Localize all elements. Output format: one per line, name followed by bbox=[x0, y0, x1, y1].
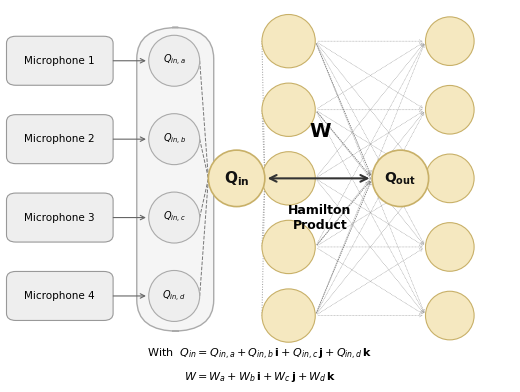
Ellipse shape bbox=[262, 152, 315, 205]
Ellipse shape bbox=[372, 150, 428, 207]
Text: W: W bbox=[309, 122, 331, 141]
Ellipse shape bbox=[209, 150, 265, 207]
Ellipse shape bbox=[262, 83, 315, 136]
Text: $Q_{in,d}$: $Q_{in,d}$ bbox=[162, 289, 186, 303]
Text: $\mathbf{Q_{out}}$: $\mathbf{Q_{out}}$ bbox=[384, 170, 417, 187]
Ellipse shape bbox=[149, 270, 200, 321]
Ellipse shape bbox=[262, 289, 315, 342]
FancyBboxPatch shape bbox=[6, 272, 113, 321]
Text: With  $Q_{in} = Q_{in,a} + Q_{in,b}\,\mathbf{i} + Q_{in,c}\,\mathbf{j} + Q_{in,d: With $Q_{in} = Q_{in,a} + Q_{in,b}\,\mat… bbox=[147, 347, 373, 362]
Ellipse shape bbox=[425, 17, 474, 65]
Text: Microphone 2: Microphone 2 bbox=[24, 134, 95, 144]
Text: $Q_{in,c}$: $Q_{in,c}$ bbox=[163, 210, 186, 225]
Text: $Q_{in,a}$: $Q_{in,a}$ bbox=[163, 53, 186, 68]
FancyBboxPatch shape bbox=[6, 193, 113, 242]
Text: $Q_{in,b}$: $Q_{in,b}$ bbox=[163, 132, 186, 147]
Ellipse shape bbox=[149, 192, 200, 243]
Text: Microphone 1: Microphone 1 bbox=[24, 56, 95, 66]
Ellipse shape bbox=[262, 220, 315, 274]
Text: Microphone 4: Microphone 4 bbox=[24, 291, 95, 301]
Text: Microphone 3: Microphone 3 bbox=[24, 212, 95, 223]
Text: Hamilton
Product: Hamilton Product bbox=[288, 203, 352, 232]
FancyBboxPatch shape bbox=[137, 27, 214, 331]
Text: $W = W_a + W_b\,\mathbf{i} + W_c\,\mathbf{j} + W_d\,\mathbf{k}$: $W = W_a + W_b\,\mathbf{i} + W_c\,\mathb… bbox=[184, 370, 336, 384]
Ellipse shape bbox=[425, 154, 474, 203]
Ellipse shape bbox=[262, 15, 315, 68]
FancyBboxPatch shape bbox=[6, 36, 113, 85]
FancyBboxPatch shape bbox=[6, 114, 113, 164]
Ellipse shape bbox=[425, 291, 474, 340]
Ellipse shape bbox=[425, 223, 474, 271]
Text: $\mathbf{Q_{in}}$: $\mathbf{Q_{in}}$ bbox=[224, 169, 250, 188]
Ellipse shape bbox=[149, 114, 200, 165]
Ellipse shape bbox=[149, 35, 200, 86]
Ellipse shape bbox=[425, 85, 474, 134]
